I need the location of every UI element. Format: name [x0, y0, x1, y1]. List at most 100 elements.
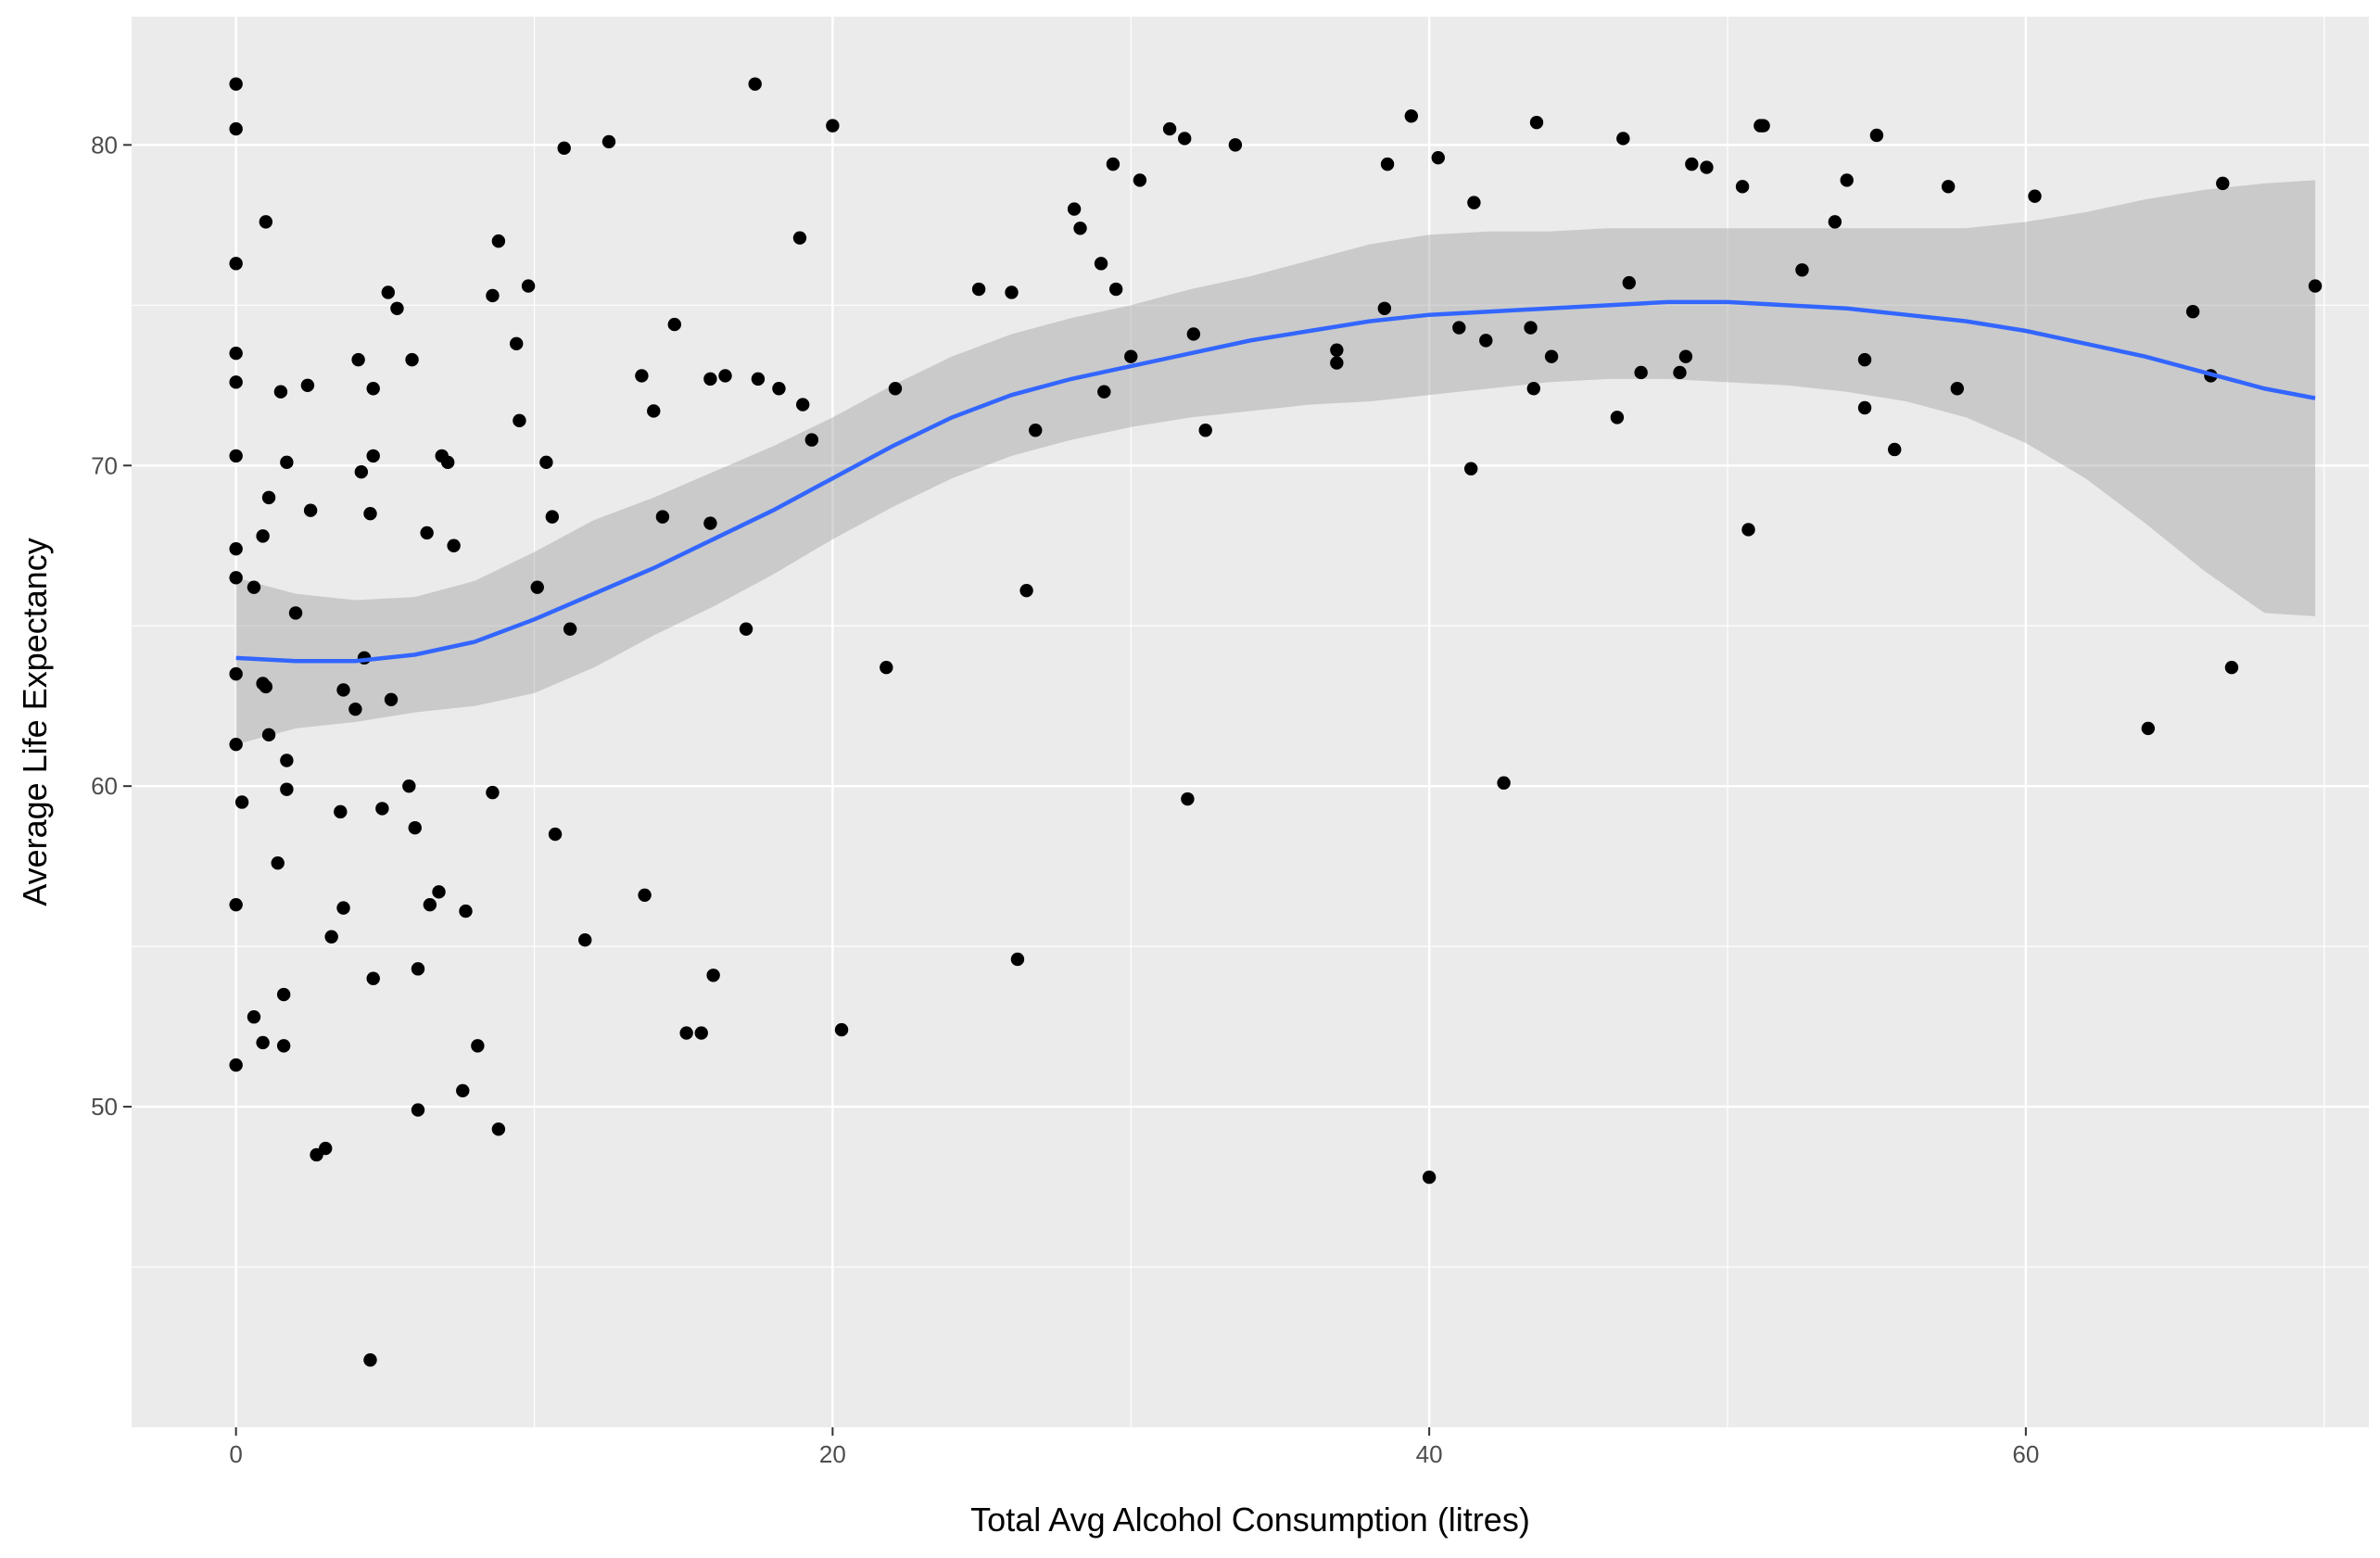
data-point	[1330, 343, 1344, 357]
data-point	[748, 77, 762, 91]
data-point	[440, 455, 455, 470]
data-point	[1678, 349, 1693, 363]
data-point	[796, 398, 810, 412]
y-axis-ticks: 50 60 70 80	[91, 131, 132, 1121]
data-point	[1029, 424, 1043, 437]
data-point	[1228, 138, 1243, 152]
data-point	[411, 1103, 425, 1117]
data-point	[471, 1039, 485, 1053]
data-point	[703, 516, 717, 530]
data-point	[563, 622, 577, 636]
data-point	[280, 754, 294, 767]
data-point	[229, 449, 243, 463]
data-point	[1828, 215, 1842, 229]
data-point	[655, 510, 670, 524]
y-axis-title: Average Life Expectancy	[16, 538, 54, 906]
data-point	[1526, 382, 1540, 396]
confidence-band	[235, 180, 2316, 745]
data-point	[1673, 365, 1687, 380]
data-point	[319, 1141, 333, 1156]
data-point	[1019, 583, 1033, 598]
data-point	[667, 317, 681, 332]
data-point	[557, 141, 571, 156]
data-point	[1097, 385, 1111, 399]
data-point	[1198, 424, 1212, 437]
data-point	[1497, 776, 1511, 790]
data-point	[366, 449, 380, 463]
y-tick-label: 60	[91, 772, 118, 800]
smooth-line	[235, 299, 2316, 664]
data-point	[1529, 115, 1544, 130]
data-point	[486, 785, 500, 800]
data-point	[300, 378, 315, 392]
data-point	[772, 382, 786, 396]
data-point	[486, 288, 500, 303]
data-point	[1735, 180, 1750, 194]
data-point	[348, 702, 362, 716]
data-point	[888, 382, 903, 396]
data-point	[234, 795, 249, 809]
data-point	[1840, 173, 1854, 187]
data-point	[521, 279, 536, 293]
data-point	[1795, 263, 1809, 277]
data-point	[510, 336, 524, 351]
x-axis-ticks: 0 20 40 60	[229, 1427, 2039, 1468]
data-point	[1544, 349, 1559, 363]
data-point	[447, 538, 461, 552]
data-point	[276, 987, 291, 1002]
data-point	[259, 679, 273, 694]
data-point	[679, 1026, 693, 1040]
data-point	[261, 490, 276, 505]
data-point	[366, 382, 380, 396]
data-point	[336, 901, 350, 915]
data-point	[1741, 523, 1755, 537]
data-point	[229, 666, 243, 681]
data-point	[1377, 301, 1392, 315]
data-point	[513, 413, 526, 428]
data-point	[2308, 279, 2323, 293]
data-point	[1700, 160, 1714, 174]
data-point	[1106, 157, 1120, 171]
data-point	[1463, 462, 1478, 475]
plot-panel	[132, 17, 2369, 1427]
data-point	[1756, 119, 1770, 133]
data-point	[826, 119, 840, 133]
data-point	[1380, 157, 1395, 171]
data-point	[247, 1010, 261, 1024]
data-point	[1073, 222, 1087, 235]
data-point	[351, 352, 365, 367]
data-point	[601, 134, 616, 149]
y-tick-label: 80	[91, 131, 118, 158]
data-point	[390, 301, 404, 315]
data-point	[1181, 792, 1195, 806]
data-point	[1124, 349, 1138, 363]
data-point	[1467, 196, 1481, 209]
grid-minor	[132, 17, 2369, 1427]
data-point	[706, 969, 720, 982]
data-point	[1431, 151, 1445, 165]
data-point	[303, 503, 318, 517]
data-point	[1857, 400, 1872, 415]
data-point	[545, 510, 560, 524]
data-point	[276, 1039, 291, 1053]
data-point	[229, 1058, 243, 1072]
data-point	[491, 234, 506, 248]
data-point	[256, 529, 270, 543]
data-point	[402, 779, 416, 793]
data-point	[354, 464, 369, 479]
data-point	[703, 372, 717, 386]
data-point	[1622, 275, 1636, 290]
data-point	[405, 352, 419, 367]
data-point	[259, 215, 273, 229]
data-point	[423, 897, 437, 912]
data-point	[2028, 189, 2042, 203]
y-tick-label: 50	[91, 1093, 118, 1121]
y-tick-label: 70	[91, 451, 118, 479]
grid-major	[132, 17, 2369, 1427]
data-point	[280, 455, 294, 470]
data-point	[366, 971, 380, 985]
data-point	[2185, 305, 2200, 319]
data-point	[261, 728, 276, 742]
data-point	[530, 580, 544, 594]
data-point	[363, 1353, 377, 1367]
